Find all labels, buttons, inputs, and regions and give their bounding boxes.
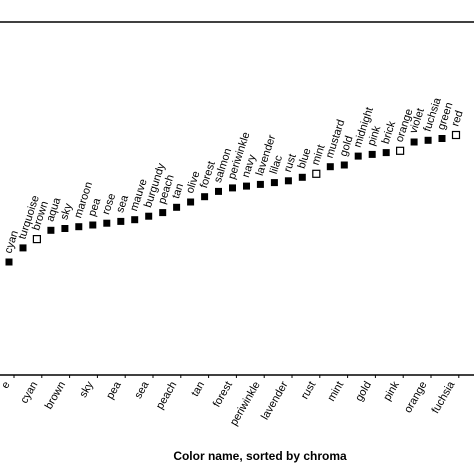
point-label-red: red	[449, 109, 465, 128]
data-point-pea	[89, 221, 97, 229]
data-point-brown	[32, 235, 42, 244]
data-point-mauve	[131, 216, 139, 224]
data-point-cyan	[5, 258, 13, 266]
point-label-sky: sky	[58, 202, 75, 222]
data-point-periwinkle	[229, 184, 236, 192]
data-point-maroon	[75, 223, 83, 231]
data-point-burgundy	[145, 212, 153, 220]
data-point-orange	[396, 146, 405, 155]
data-point-blue	[298, 173, 306, 181]
data-point-lavender	[256, 180, 264, 188]
data-point-forest	[201, 193, 209, 201]
x-tick-label: pea	[104, 379, 124, 402]
data-point-olive	[187, 198, 195, 206]
x-tick-label: pink	[381, 379, 402, 403]
data-point-midnight	[354, 152, 362, 160]
point-label-pea: pea	[86, 196, 103, 218]
x-tick-label: rust	[299, 380, 319, 402]
x-tick-labels: e cyan brown sky pea sea peach tan forestperiwin…	[0, 375, 474, 428]
data-point-pink	[368, 150, 376, 158]
x-tick-label: lavender	[259, 379, 291, 422]
data-point-gold	[340, 161, 348, 169]
x-tick-label: sea	[132, 379, 152, 401]
data-point-brick	[382, 149, 390, 157]
data-point-sky	[61, 225, 69, 232]
data-point-mint	[312, 169, 321, 178]
point-label-rust: rust	[282, 153, 299, 174]
point-label-sea: sea	[114, 193, 131, 214]
data-point-peach	[159, 209, 167, 217]
x-tick-label: cyan	[18, 380, 40, 406]
x-tick-label: tan	[189, 380, 207, 399]
point-label-lilac: lilac	[268, 153, 285, 175]
x-tick-label: forest	[211, 380, 235, 410]
data-point-aqua	[47, 226, 55, 234]
data-point-lilac	[270, 179, 278, 187]
x-tick-label: gold	[353, 380, 374, 404]
data-point-fuchsia	[424, 136, 432, 144]
data-point-tan	[173, 203, 181, 211]
point-label-tan: tan	[170, 182, 186, 200]
x-tick-label: brown	[43, 380, 68, 412]
data-point-salmon	[215, 187, 222, 195]
data-point-rose	[103, 219, 111, 227]
x-tick-label: fuchsia	[430, 379, 458, 416]
x-tick-label: mint	[325, 380, 346, 404]
x-axis-label: Color name, sorted by chroma	[173, 449, 347, 463]
x-tick-label: e	[0, 380, 13, 391]
x-tick-label: r	[473, 379, 474, 388]
data-point-mustard	[326, 163, 334, 171]
data-point-sea	[117, 217, 125, 225]
data-point-green	[438, 135, 446, 142]
x-tick-label: peach	[154, 380, 179, 412]
data-point-red	[451, 130, 461, 140]
data-points: cyanturquoisebrownaquaskymaroonpearosese…	[2, 96, 466, 266]
data-point-rust	[284, 177, 292, 185]
plot-axes	[0, 21, 474, 376]
data-point-violet	[410, 138, 418, 146]
data-point-navy	[243, 182, 250, 190]
x-tick-label: orange	[402, 380, 430, 416]
data-point-turquoise	[19, 244, 27, 252]
x-tick-label: sky	[77, 379, 96, 400]
